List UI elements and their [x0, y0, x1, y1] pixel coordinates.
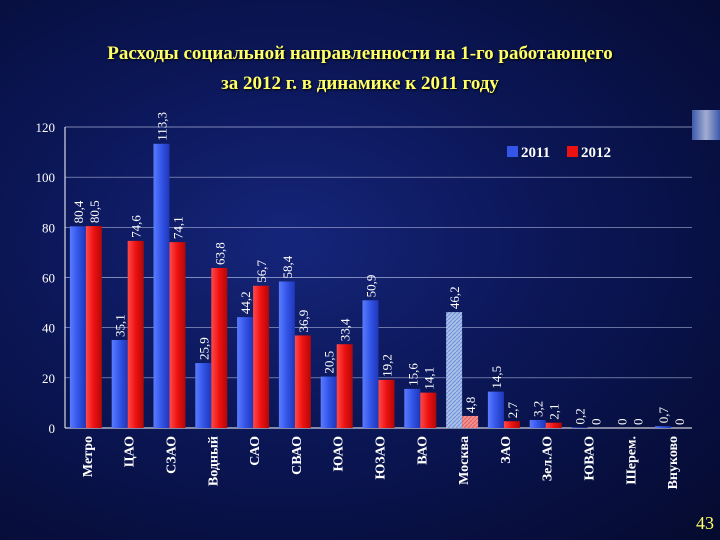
bar-2011 — [655, 426, 672, 428]
data-label: 63,8 — [212, 242, 227, 265]
data-label: 19,2 — [380, 354, 395, 377]
data-label: 80,5 — [87, 200, 102, 223]
bar-2011 — [446, 312, 463, 428]
slide-title-line2: за 2012 г. в динамике к 2011 году — [221, 73, 499, 94]
legend-label-2011: 2011 — [521, 145, 550, 161]
data-label: 58,4 — [280, 255, 295, 278]
bar-2011 — [487, 391, 504, 428]
bar-2012 — [294, 335, 311, 428]
data-label: 0 — [614, 419, 629, 426]
data-label: 14,5 — [489, 366, 504, 389]
bar-2011 — [69, 226, 86, 428]
data-label: 0 — [630, 419, 645, 426]
data-label: 0,2 — [573, 408, 588, 424]
data-label: 4,8 — [463, 397, 478, 413]
bar-2012 — [503, 421, 520, 428]
x-tick-label: Москва — [457, 436, 472, 485]
bar-2012 — [127, 240, 144, 428]
bar-2011 — [111, 339, 128, 428]
y-tick-label: 80 — [42, 220, 55, 235]
data-label: 36,9 — [296, 310, 311, 333]
y-tick-label: 0 — [49, 421, 56, 436]
bar-2012 — [378, 379, 395, 428]
data-label: 0 — [672, 419, 687, 426]
bar-2011 — [529, 419, 546, 428]
data-label: 74,6 — [129, 215, 144, 238]
data-label: 74,1 — [171, 216, 186, 239]
x-tick-label: ЮАО — [332, 436, 347, 472]
bar-2011 — [404, 388, 421, 428]
x-tick-label: ВАО — [415, 436, 430, 465]
y-tick-label: 120 — [36, 120, 56, 135]
x-tick-label: СВАО — [290, 436, 305, 475]
bar-2011 — [278, 281, 295, 428]
bar-2012 — [211, 267, 228, 428]
legend-label-2012: 2012 — [581, 145, 611, 161]
bar-2011 — [362, 300, 379, 428]
y-tick-label: 40 — [42, 321, 55, 336]
data-label: 14,1 — [421, 367, 436, 390]
data-label: 2,1 — [547, 403, 562, 419]
legend-swatch-2011 — [507, 146, 518, 157]
data-label: 50,9 — [364, 275, 379, 298]
bar-2011 — [320, 376, 337, 428]
data-label: 35,1 — [113, 314, 128, 337]
data-label: 80,4 — [71, 200, 86, 223]
legend-swatch-2012 — [567, 146, 578, 157]
bar-2012 — [462, 415, 479, 428]
x-tick-label: Зел.АО — [541, 436, 556, 481]
data-label: 44,2 — [238, 291, 253, 314]
data-label: 2,7 — [505, 401, 520, 418]
x-tick-label: САО — [248, 436, 263, 466]
y-tick-label: 20 — [42, 371, 55, 386]
data-label: 0 — [589, 419, 604, 426]
bar-2012 — [85, 226, 102, 428]
decorative-corner-shape — [692, 110, 720, 140]
data-label: 0,7 — [656, 406, 671, 423]
x-tick-label: СЗАО — [165, 436, 180, 474]
data-label: 33,4 — [338, 318, 353, 341]
data-label: 46,2 — [447, 286, 462, 309]
slide-title-line1: Расходы социальной направленности на 1-г… — [107, 43, 613, 64]
x-tick-label: Метро — [81, 436, 96, 477]
bar-2012 — [545, 422, 562, 428]
y-tick-label: 100 — [36, 170, 56, 185]
data-label: 25,9 — [196, 337, 211, 360]
page-number: 43 — [696, 513, 714, 533]
x-tick-label: ЮВАО — [583, 436, 598, 481]
bar-2012 — [420, 392, 437, 428]
x-tick-label: ЮЗАО — [374, 436, 389, 480]
data-label: 3,2 — [531, 401, 546, 417]
x-tick-label: Водный — [206, 436, 221, 486]
bar-2011 — [153, 143, 170, 428]
bar-2011 — [237, 317, 254, 428]
x-tick-label: Внуково — [666, 436, 681, 489]
x-tick-label: Шерем. — [624, 436, 639, 485]
x-tick-label: ЦАО — [123, 436, 138, 467]
data-label: 56,7 — [254, 260, 269, 283]
bar-2012 — [336, 344, 353, 428]
data-label: 15,6 — [405, 363, 420, 386]
x-tick-label: ЗАО — [499, 436, 514, 464]
y-tick-label: 60 — [42, 271, 55, 286]
bar-2011 — [195, 363, 212, 428]
bar-2012 — [169, 242, 186, 428]
bar-2012 — [253, 285, 270, 428]
bar-2011 — [571, 427, 588, 428]
data-label: 113,3 — [155, 112, 170, 141]
data-label: 20,5 — [322, 351, 337, 374]
